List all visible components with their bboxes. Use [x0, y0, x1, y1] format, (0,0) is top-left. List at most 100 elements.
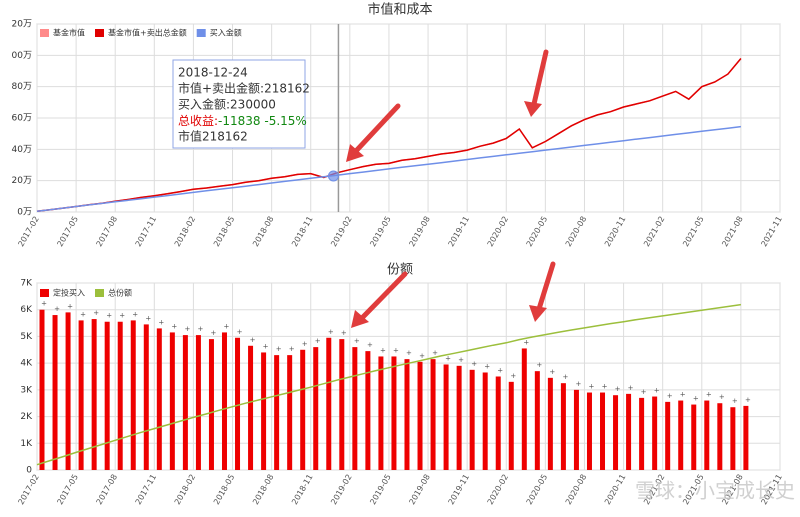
x-tick-label: 2018-02: [173, 215, 198, 248]
line-series: [36, 303, 742, 466]
bar-marker: +: [445, 354, 451, 362]
bar: [639, 397, 645, 470]
bar: [208, 339, 214, 470]
arrow: [353, 103, 401, 154]
y-tick-label: 40万: [12, 145, 32, 155]
bar: [495, 376, 501, 470]
tooltip-market: 市值218162: [178, 129, 248, 144]
bar: [534, 371, 540, 470]
bar-marker: +: [641, 388, 647, 396]
bar-marker: +: [93, 309, 99, 317]
y-tick-label: 0万: [17, 208, 32, 218]
legend-label: 定投买入: [53, 288, 85, 298]
tooltip-box: [172, 59, 306, 149]
bar: [378, 356, 384, 470]
x-tick-label: 2019-11: [447, 215, 472, 248]
bar: [169, 332, 175, 470]
bar-marker: +: [549, 368, 555, 376]
bar: [404, 359, 410, 470]
tooltip-buy: 买入金额:230000: [178, 97, 276, 112]
bar: [78, 320, 84, 470]
x-tick-label: 2017-05: [55, 215, 80, 248]
bar: [665, 401, 671, 470]
bar: [143, 324, 149, 470]
gain-label: 总收益:: [178, 114, 218, 128]
bar-marker: +: [536, 361, 542, 369]
bar: [560, 383, 566, 470]
bar: [195, 335, 201, 470]
bar-marker: +: [328, 328, 334, 336]
x-tick-label: 2020-02: [486, 473, 511, 506]
tooltip-date: 2018-12-24: [178, 66, 248, 80]
bar: [156, 328, 162, 470]
bar-marker: +: [654, 387, 660, 395]
x-tick-label: 2017-08: [95, 215, 120, 248]
hover-point: [327, 170, 339, 182]
arrow: [531, 49, 549, 107]
x-tick-label: 2017-11: [134, 473, 159, 506]
legend-swatch: [95, 289, 104, 297]
bar-marker: +: [602, 383, 608, 391]
top-chart: 市值和成本 0万 20万 40万 60万 80万 00万 20万 2017-02 2017-05 2…: [12, 2, 784, 249]
x-tick-label: 2018-08: [251, 473, 276, 506]
bar: [313, 347, 319, 470]
bar-marker: +: [119, 312, 125, 320]
bar: [91, 319, 97, 470]
tooltip-total: 市值+卖出金额:218162: [178, 81, 310, 96]
arrow-head: [529, 305, 547, 322]
x-tick-label: 2020-08: [564, 215, 589, 248]
bar-marker: +: [250, 336, 256, 344]
line-series: [36, 58, 742, 212]
bar-marker: +: [380, 346, 386, 354]
y-tick-label: 2K: [20, 412, 33, 422]
chart-title: 份额: [387, 263, 413, 278]
x-tick-label: 2019-05: [368, 473, 393, 506]
tooltip-gain: 总收益:-11838 -5.15%: [178, 114, 307, 128]
x-tick-label: 2019-02: [329, 473, 354, 506]
bar: [586, 392, 592, 470]
bar: [287, 355, 293, 470]
legend-label: 基金市值: [53, 28, 85, 38]
bar-marker: +: [745, 396, 751, 404]
bar: [300, 349, 306, 470]
bar: [365, 351, 371, 470]
bar-marker: +: [680, 391, 686, 399]
y-tick-label: 00万: [12, 51, 32, 61]
y-tick-label: 4K: [20, 359, 33, 369]
x-tick-label: 2021-11: [759, 215, 784, 248]
x-tick-label: 2019-11: [447, 473, 472, 506]
x-tick-label: 2019-02: [329, 215, 354, 248]
bar: [626, 393, 632, 470]
bar-marker: +: [184, 325, 190, 333]
bar-marker: +: [458, 356, 464, 364]
x-tick-label: 2019-08: [407, 473, 432, 506]
bar-marker: +: [315, 337, 321, 345]
bar: [248, 345, 254, 470]
bar-marker: +: [237, 328, 243, 336]
bar-marker: +: [615, 385, 621, 393]
bar: [182, 335, 188, 470]
bar-marker: +: [145, 314, 151, 322]
bar-marker: +: [706, 391, 712, 399]
y-tick-label: 60万: [12, 114, 32, 124]
bar-marker: +: [276, 345, 282, 353]
arrow-head: [346, 144, 364, 162]
bar: [613, 395, 619, 470]
y-tick-label: 7K: [20, 279, 33, 289]
arrow: [359, 271, 408, 321]
bar: [704, 400, 710, 470]
bar-marker: +: [576, 380, 582, 388]
bar: [39, 309, 45, 470]
bar-marker: +: [132, 310, 138, 318]
bar-marker: +: [406, 349, 412, 357]
bar: [52, 315, 58, 470]
gain-value: -11838 -5.15%: [218, 114, 307, 128]
x-tick-label: 2020-08: [564, 473, 589, 506]
bar: [573, 389, 579, 470]
bar-marker: +: [667, 392, 673, 400]
bar-marker: +: [263, 342, 269, 350]
y-tick-label: 3K: [20, 385, 33, 395]
y-tick-label: 20万: [12, 20, 32, 30]
legend-label: 总份额: [108, 288, 132, 298]
bar-marker: +: [562, 373, 568, 381]
